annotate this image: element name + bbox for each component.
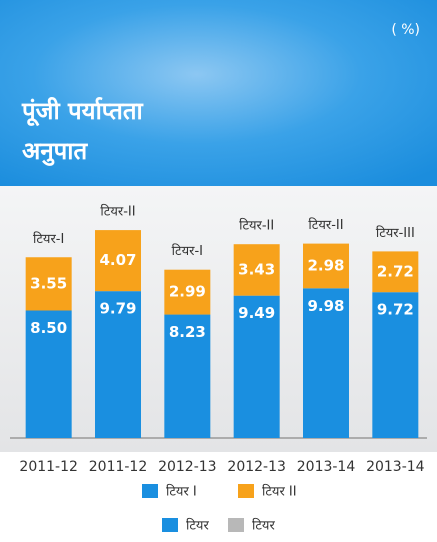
bar-segment: [164, 314, 211, 438]
bar-label: टियर-I: [33, 231, 64, 247]
legend-swatch: [238, 484, 254, 498]
value-label: 9.79: [99, 300, 136, 318]
bar-segment: [95, 291, 141, 438]
plot-area: [0, 186, 437, 452]
bar-segment: [164, 269, 211, 315]
bar-segment: [25, 257, 72, 311]
value-label: 4.07: [99, 251, 136, 269]
x-tick-label: 2013-14: [366, 459, 425, 475]
value-label: 2.99: [169, 283, 206, 301]
legend-label: टियर I: [166, 484, 197, 500]
bar-segment: [303, 288, 349, 438]
value-label: 3.55: [30, 274, 67, 292]
legend-label: टियर II: [262, 484, 297, 500]
x-tick-label: 2012-13: [227, 459, 286, 475]
legend-label: टियर: [186, 518, 209, 534]
header: [0, 0, 437, 186]
bar-segment: [372, 292, 419, 438]
chart-title: पूंजी पर्याप्तता: [21, 97, 144, 127]
bar-label: टियर-I: [172, 243, 203, 259]
bar-segment: [372, 251, 419, 293]
bar-label: टियर-II: [239, 218, 274, 234]
value-label: 8.23: [169, 323, 206, 341]
bar-segment: [303, 243, 349, 289]
unit-label: ( %): [391, 22, 420, 38]
x-tick-label: 2013-14: [297, 459, 356, 475]
bar-label: टियर-II: [308, 217, 343, 233]
chart-title: अनुपात: [22, 137, 89, 166]
bar-label: टियर-II: [100, 204, 135, 220]
legend-swatch: [162, 518, 178, 532]
bar-segment: [233, 295, 280, 438]
value-label: 9.72: [377, 301, 414, 319]
value-label: 9.49: [238, 304, 275, 322]
value-label: 9.98: [307, 297, 344, 315]
value-label: 3.43: [238, 260, 275, 278]
bar-segment: [25, 310, 72, 438]
value-label: 2.98: [307, 256, 344, 274]
x-tick-label: 2011-12: [19, 459, 78, 475]
bar-segment: [233, 244, 280, 296]
legend-swatch: [228, 518, 244, 532]
legend-label: टियर: [252, 518, 275, 534]
bar-segment: [95, 230, 141, 292]
x-tick-label: 2012-13: [158, 459, 217, 475]
x-tick-label: 2011-12: [89, 459, 148, 475]
bar-label: टियर-III: [376, 225, 415, 241]
legend-swatch: [142, 484, 158, 498]
value-label: 2.72: [377, 262, 414, 280]
value-label: 8.50: [30, 319, 67, 337]
